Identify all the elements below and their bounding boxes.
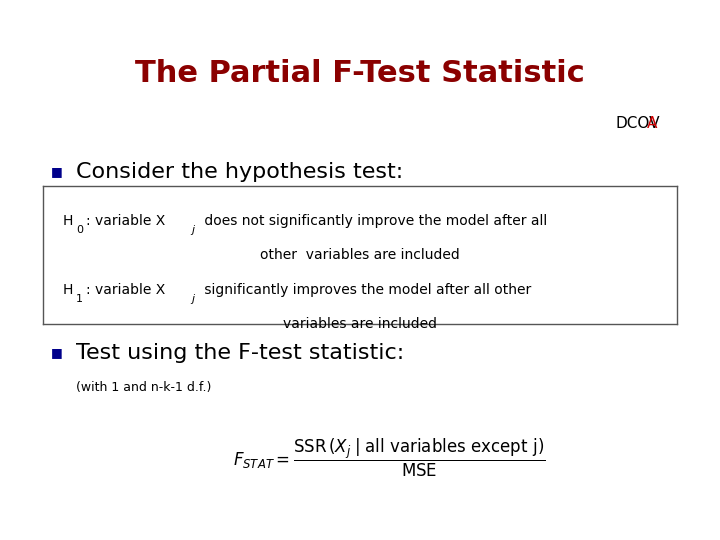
- Text: H: H: [62, 283, 73, 296]
- Text: does not significantly improve the model after all: does not significantly improve the model…: [200, 214, 548, 228]
- Text: 0: 0: [76, 225, 83, 235]
- Text: j: j: [191, 294, 194, 303]
- Text: Consider the hypothesis test:: Consider the hypothesis test:: [76, 162, 403, 182]
- Text: DCOV: DCOV: [616, 116, 660, 131]
- Text: j: j: [191, 225, 194, 235]
- Text: 1: 1: [76, 294, 83, 303]
- Text: : variable X: : variable X: [86, 283, 166, 296]
- Text: ■: ■: [50, 346, 62, 359]
- Text: ■: ■: [50, 165, 62, 178]
- Text: H: H: [62, 214, 73, 228]
- Text: (with 1 and n-k-1 d.f.): (with 1 and n-k-1 d.f.): [76, 381, 211, 394]
- Text: other  variables are included: other variables are included: [260, 248, 460, 262]
- Text: A: A: [647, 116, 657, 131]
- Text: Test using the F-test statistic:: Test using the F-test statistic:: [76, 343, 404, 363]
- Text: variables are included: variables are included: [283, 317, 437, 331]
- Text: : variable X: : variable X: [86, 214, 166, 228]
- Text: significantly improves the model after all other: significantly improves the model after a…: [200, 283, 531, 296]
- Text: The Partial F-Test Statistic: The Partial F-Test Statistic: [135, 59, 585, 89]
- Text: $F_{STAT} = \dfrac{\mathrm{SSR}\,(X_j\;|\;\mathrm{all\ variables\ except\ j})}{\: $F_{STAT} = \dfrac{\mathrm{SSR}\,(X_j\;|…: [233, 437, 546, 478]
